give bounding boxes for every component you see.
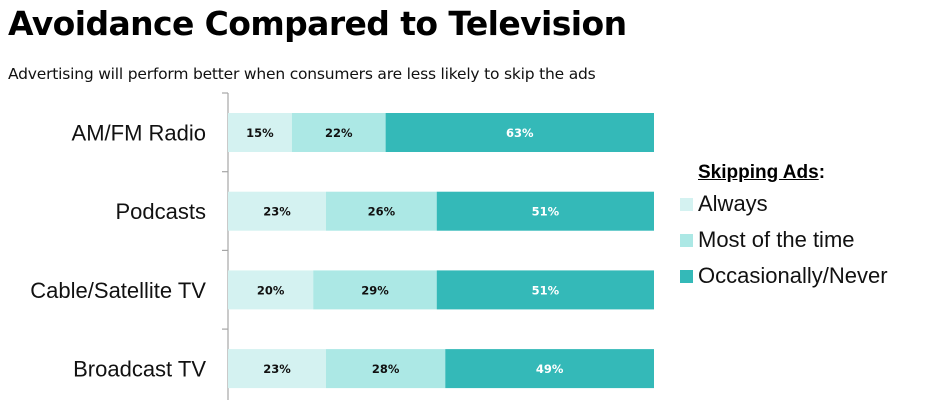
- bar-segment: [291, 113, 386, 152]
- bar-segment: [228, 270, 314, 310]
- legend-items: Always Most of the time Occasionally/Never: [680, 186, 888, 294]
- data-label: 22%: [325, 126, 353, 140]
- category-label: Podcasts: [116, 199, 207, 224]
- category-label: AM/FM Radio: [72, 121, 206, 146]
- bar-segment: [445, 349, 654, 389]
- data-label: 28%: [372, 362, 400, 376]
- category-label: Broadcast TV: [73, 357, 206, 382]
- data-label: 51%: [532, 283, 560, 297]
- legend: Skipping Ads: Always Most of the time Occa…: [680, 160, 888, 294]
- legend-title: Skipping Ads:: [698, 160, 888, 186]
- bar-segment: [228, 191, 326, 231]
- legend-item: Most of the time: [680, 222, 888, 258]
- bar-segment: [325, 191, 437, 231]
- legend-swatch: [680, 233, 693, 247]
- bar-segment: [228, 113, 292, 152]
- bar-segment: [385, 113, 654, 152]
- bar-segment: [436, 270, 654, 310]
- data-label: 15%: [246, 126, 274, 140]
- bar-segment: [436, 191, 654, 231]
- bar-segment: [325, 349, 446, 389]
- category-label: Cable/Satellite TV: [30, 278, 206, 303]
- data-label: 23%: [263, 362, 291, 376]
- data-label: 49%: [536, 362, 564, 376]
- legend-label: Always: [698, 191, 768, 216]
- legend-swatch: [680, 269, 693, 283]
- legend-swatch: [680, 197, 693, 211]
- bar-segment: [228, 349, 326, 389]
- data-label: 29%: [361, 283, 389, 297]
- legend-title-text: Skipping Ads: [698, 162, 819, 183]
- legend-label: Occasionally/Never: [698, 263, 888, 288]
- data-label: 26%: [368, 205, 396, 219]
- data-label: 23%: [263, 205, 291, 219]
- data-label: 51%: [532, 205, 560, 219]
- legend-item: Occasionally/Never: [680, 258, 888, 294]
- legend-title-colon: :: [818, 162, 826, 183]
- chart-title: Avoidance Compared to Television: [8, 4, 627, 43]
- data-label: 20%: [257, 283, 285, 297]
- chart-subtitle: Advertising will perform better when con…: [8, 65, 596, 83]
- legend-label: Most of the time: [698, 227, 855, 252]
- legend-item: Always: [680, 186, 888, 222]
- bar-segment: [313, 270, 437, 310]
- data-label: 63%: [506, 126, 534, 140]
